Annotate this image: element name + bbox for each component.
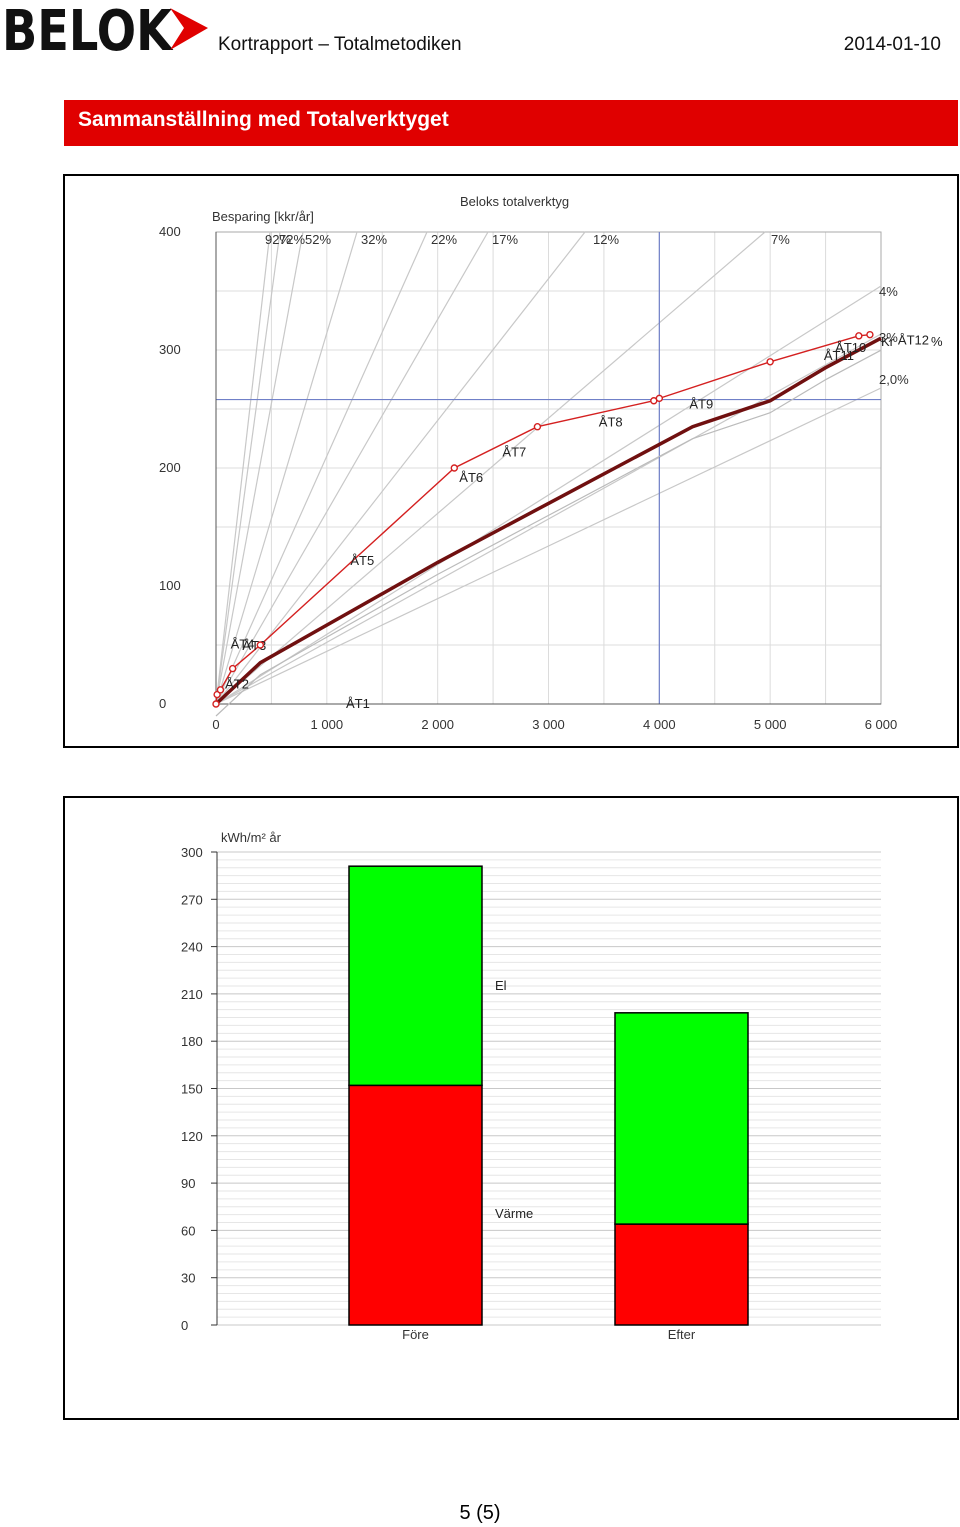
y-tick-label: 90 (181, 1176, 195, 1191)
data-point (216, 686, 225, 694)
series-line-red (215, 333, 870, 705)
bar-före-el (348, 865, 483, 1087)
data-label-åt11: ÅT11 (824, 348, 854, 363)
yield-label: 72% (279, 232, 305, 247)
y-tick-label: 100 (159, 578, 181, 593)
data-point (213, 690, 221, 699)
data-label-åt9: ÅT9 (689, 396, 713, 411)
y-tick-label: 210 (181, 987, 203, 1002)
x-tick-label: 4 000 (643, 717, 676, 732)
data-point (766, 358, 774, 366)
yield-line (215, 231, 358, 705)
data-label-åt12: ÅT12 (898, 333, 929, 348)
data-label-åt2: ÅT2 (225, 677, 249, 692)
data-point (866, 330, 874, 339)
data-label-åt6: ÅT6 (459, 470, 483, 485)
y-axis-title: Besparing [kkr/år] (212, 209, 314, 224)
y-tick-label: 240 (181, 940, 203, 955)
totalverktyg-chart: 92%72% 52% 32% 22% 17% 12% 7% 4% 3% 2,0% 0 1 000 2 0… (159, 194, 943, 732)
energy-bar-chart: 0 30 60 90 120 150 180 210 240 270 300 kWh/m² år För… (181, 830, 881, 1342)
x-tick-label: 3 000 (532, 717, 565, 732)
y-tick-label: 60 (181, 1223, 195, 1238)
yield-label: 3% (879, 330, 898, 345)
belok-logo: BELOK (2, 2, 208, 54)
yield-line (215, 231, 586, 705)
section-banner: Sammanställning med Totalverktyget (64, 100, 958, 146)
data-point (450, 464, 458, 472)
yield-label: 12% (593, 232, 619, 247)
x-tick-label: 1 000 (311, 717, 344, 732)
series-label-varme: Värme (495, 1206, 533, 1221)
y-tick-label: 270 (181, 892, 203, 907)
y-tick-label: 300 (181, 845, 203, 860)
yield-line (215, 231, 766, 705)
y-tick-label: 400 (159, 224, 181, 239)
yield-line (215, 285, 882, 705)
series-label-el: El (495, 978, 507, 993)
y-tick-label: 150 (181, 1082, 203, 1097)
energy-bar-chart-frame: 0 30 60 90 120 150 180 210 240 270 300 kWh/m² år För… (63, 796, 959, 1420)
yield-label: 92% (265, 232, 291, 247)
yield-label: 4% (879, 284, 898, 299)
y-tick-label: 300 (159, 342, 181, 357)
data-point (228, 664, 237, 673)
x-tick-label: 0 (212, 717, 219, 732)
yield-line (215, 387, 882, 705)
bar-efter-el (614, 1012, 749, 1225)
yield-label: 7% (771, 232, 790, 247)
series-line-grey (215, 349, 882, 717)
yield-line (215, 333, 882, 705)
data-point (855, 332, 863, 340)
logo-arrow (170, 8, 208, 50)
page-number: 5 (5) (459, 1502, 501, 1524)
report-title: Kortrapport – Totalmetodiken (218, 34, 462, 55)
category-label: Efter (668, 1327, 696, 1342)
y-tick-label: 0 (181, 1318, 188, 1333)
yield-label: 2,0% (879, 372, 909, 387)
category-label: Före (402, 1327, 429, 1342)
data-label-åt5: ÅT5 (350, 553, 374, 568)
y-tick-label: 200 (159, 460, 181, 475)
yield-line (215, 231, 489, 705)
data-point (212, 700, 220, 708)
yield-line (215, 231, 304, 705)
y-tick-label: 30 (181, 1271, 195, 1286)
totalverktyg-chart-frame: 92% 72% 52% 32% 22% 17% 12% 7% 4% 3% 2,0% 0 1 000 2 0… (63, 174, 959, 748)
yield-label: 22% (431, 232, 457, 247)
data-point (256, 641, 265, 649)
x-tick-label: 5 000 (754, 717, 787, 732)
bar-efter-värme (614, 1223, 749, 1326)
data-label-åt8: ÅT8 (599, 415, 623, 430)
y-tick-label: 0 (159, 696, 166, 711)
y-axis-title: kWh/m² år (221, 830, 282, 845)
series-line-dark (214, 336, 882, 706)
data-point (533, 422, 542, 431)
yield-line (215, 231, 271, 705)
logo-text: BELOK (2, 2, 174, 54)
yield-line (215, 231, 428, 705)
chart-title: Beloks totalverktyg (460, 194, 569, 209)
x-tick-label: 6 000 (865, 717, 898, 732)
report-date: 2014-01-10 (843, 34, 941, 55)
end-label-kr: Kr (881, 334, 895, 349)
yield-label: 17% (492, 232, 518, 247)
y-tick-label: 180 (181, 1034, 203, 1049)
end-label-pct: % (931, 334, 943, 349)
data-point (655, 394, 664, 403)
x-tick-label: 2 000 (421, 717, 454, 732)
yield-line (215, 231, 281, 705)
section-title: Sammanställning med Totalverktyget (78, 108, 449, 131)
data-label-åt1: ÅT1 (346, 696, 370, 711)
bar-före-värme (348, 1084, 483, 1326)
data-label-åt7: ÅT7 (502, 445, 526, 460)
data-label-åt10: ÅT10 (835, 340, 866, 355)
y-tick-label: 120 (181, 1129, 203, 1144)
yield-label: 32% (361, 232, 387, 247)
data-label-åt4: ÅT4 (231, 637, 255, 652)
yield-label: 52% (305, 232, 331, 247)
